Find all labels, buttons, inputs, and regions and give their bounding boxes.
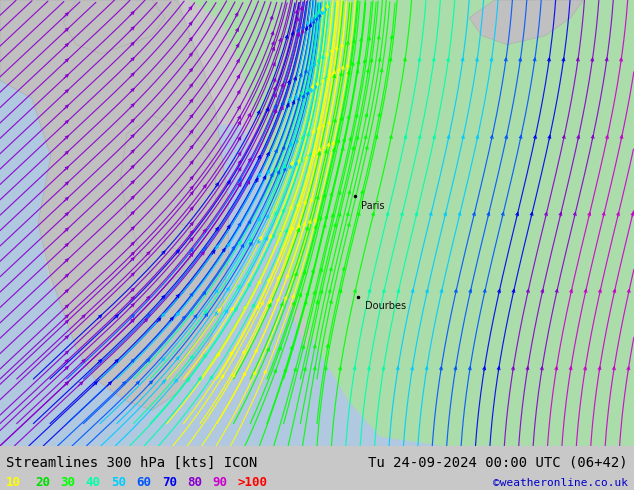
- Text: 90: 90: [212, 476, 228, 489]
- Polygon shape: [165, 223, 190, 250]
- Text: 50: 50: [111, 476, 126, 489]
- Text: Tu 24-09-2024 00:00 UTC (06+42): Tu 24-09-2024 00:00 UTC (06+42): [368, 456, 628, 469]
- Polygon shape: [469, 0, 583, 45]
- Text: Paris: Paris: [361, 201, 385, 211]
- Polygon shape: [0, 80, 158, 446]
- Polygon shape: [0, 0, 228, 410]
- Text: 40: 40: [86, 476, 101, 489]
- Polygon shape: [304, 223, 634, 446]
- Text: ©weatheronline.co.uk: ©weatheronline.co.uk: [493, 478, 628, 489]
- Text: 80: 80: [187, 476, 202, 489]
- Text: Streamlines 300 hPa [kts] ICON: Streamlines 300 hPa [kts] ICON: [6, 456, 257, 469]
- Polygon shape: [190, 0, 634, 446]
- Text: >100: >100: [238, 476, 268, 489]
- Polygon shape: [51, 125, 380, 446]
- Polygon shape: [63, 0, 165, 53]
- Text: 60: 60: [136, 476, 152, 489]
- Text: 70: 70: [162, 476, 177, 489]
- Text: 30: 30: [60, 476, 75, 489]
- Polygon shape: [120, 116, 216, 285]
- Text: 20: 20: [35, 476, 50, 489]
- Text: Dourbes: Dourbes: [365, 301, 406, 311]
- Text: 10: 10: [6, 476, 22, 489]
